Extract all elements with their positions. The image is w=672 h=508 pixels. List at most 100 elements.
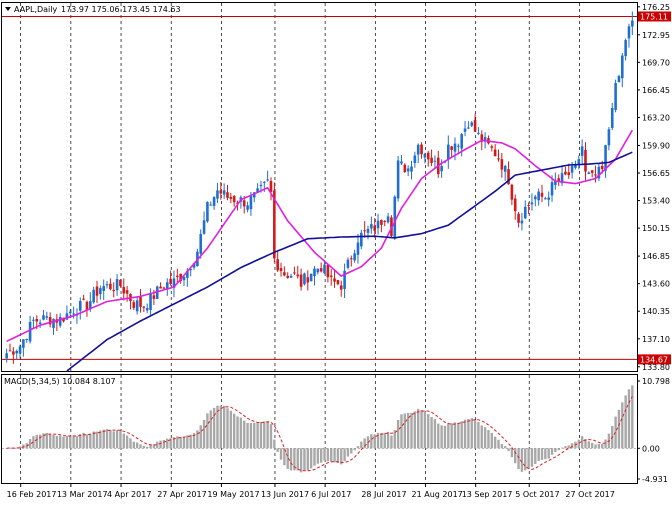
price-tick-label: 137.10 (642, 335, 670, 344)
candle-body (12, 351, 15, 355)
macd-histogram-bar (457, 422, 460, 449)
candle-body (490, 146, 494, 148)
macd-histogram-bar (433, 419, 437, 449)
candle-body (383, 221, 387, 223)
macd-histogram-bar (477, 422, 480, 449)
macd-histogram-bar (564, 446, 567, 449)
macd-histogram-bar (109, 430, 112, 449)
macd-histogram-bar (590, 442, 594, 449)
candle-body (279, 268, 283, 272)
macd-histogram-bar (470, 418, 473, 449)
macd-histogram-bar (216, 405, 219, 449)
macd-histogram-bar (246, 422, 249, 449)
candle-body (222, 190, 226, 195)
candle-body (343, 270, 346, 289)
macd-histogram-bar (326, 448, 330, 462)
macd-histogram-bar (340, 448, 343, 465)
candle-body (58, 316, 62, 326)
macd-histogram-bar (597, 443, 601, 449)
macd-histogram-bar (35, 434, 38, 449)
macd-histogram-bar (427, 414, 430, 449)
macd-histogram-bar (503, 446, 507, 449)
candle-body (339, 285, 343, 290)
macd-histogram-bar (370, 434, 373, 449)
candle-body (400, 161, 403, 164)
macd-histogram-bar (550, 448, 554, 455)
macd-histogram-bar (313, 448, 316, 466)
candle-body (229, 196, 233, 199)
moving-averages (6, 129, 633, 372)
macd-histogram-bar (159, 440, 162, 449)
candle-body (105, 284, 109, 286)
price-tick-label: 150.15 (642, 224, 670, 233)
candle-body (316, 268, 320, 273)
macd-histogram-bar (45, 432, 49, 449)
macd-histogram-bar (135, 442, 139, 449)
candle-body (303, 273, 306, 285)
candle-body (567, 172, 571, 176)
macd-histogram-bar (627, 389, 631, 449)
macd-histogram-bar (222, 405, 226, 449)
candle-body (179, 273, 182, 281)
candle-body (323, 264, 326, 274)
macd-histogram-bar (149, 444, 152, 449)
macd-histogram-bar (386, 431, 390, 449)
macd-histogram-bar (450, 423, 453, 449)
macd-histogram-bar (497, 439, 500, 449)
candle-body (336, 280, 340, 285)
price-level-tag (638, 354, 671, 365)
date-tick-label: 19 May 2017 (207, 490, 259, 499)
candle-body (416, 144, 420, 155)
candle-body (483, 137, 487, 142)
macd-histogram-bar (413, 411, 417, 449)
macd-histogram-bar (186, 435, 189, 449)
candle-body (617, 76, 621, 83)
candle-body (513, 198, 517, 212)
candle-body (477, 132, 480, 134)
candle-body (8, 350, 12, 352)
symbol-header: AAPL,Daily 173.97 175.06 173.45 174.63 (5, 5, 181, 14)
price-tick-label: 146.85 (642, 252, 670, 261)
dropdown-triangle-icon[interactable] (5, 7, 11, 11)
candle-body (269, 180, 273, 192)
candle-body (276, 259, 279, 271)
fast-moving-average-line (6, 129, 633, 343)
candle-body (125, 290, 129, 294)
candle-body (48, 317, 52, 325)
macd-histogram-bar (172, 437, 176, 449)
macd-histogram-bar (624, 395, 627, 449)
macd-histogram-bar (28, 439, 32, 449)
macd-histogram-bar (447, 423, 450, 449)
candle-body (68, 311, 72, 314)
candle-body (172, 278, 176, 288)
macd-histogram-bar (517, 448, 520, 470)
candle-body (457, 145, 460, 147)
candle-body (202, 220, 206, 234)
macd-histogram-bar (309, 448, 313, 469)
candle-body (366, 228, 370, 233)
candle-body (142, 306, 146, 308)
macd-histogram-bar (95, 431, 99, 449)
macd-histogram-bar (132, 441, 136, 449)
candle-body (299, 274, 303, 287)
date-tick-label: 4 Apr 2017 (107, 490, 151, 499)
macd-histogram-bar (289, 448, 293, 471)
candle-body (289, 276, 293, 278)
candle-body (65, 313, 69, 320)
candle-body (219, 190, 223, 194)
macd-histogram-bar (253, 422, 256, 449)
candle-body (132, 302, 136, 308)
macd-histogram-bar (587, 441, 591, 449)
macd-histogram-bar (557, 448, 560, 451)
macd-histogram-bar (520, 448, 524, 472)
macd-histogram-bar (5, 448, 8, 449)
candle-body (176, 275, 179, 277)
macd-histogram-bar (69, 435, 72, 449)
candle-body (286, 275, 290, 278)
candle-body (242, 200, 246, 207)
macd-histogram-bar (182, 436, 186, 449)
candle-body (503, 166, 507, 172)
macd-histogram-bar (38, 434, 42, 449)
